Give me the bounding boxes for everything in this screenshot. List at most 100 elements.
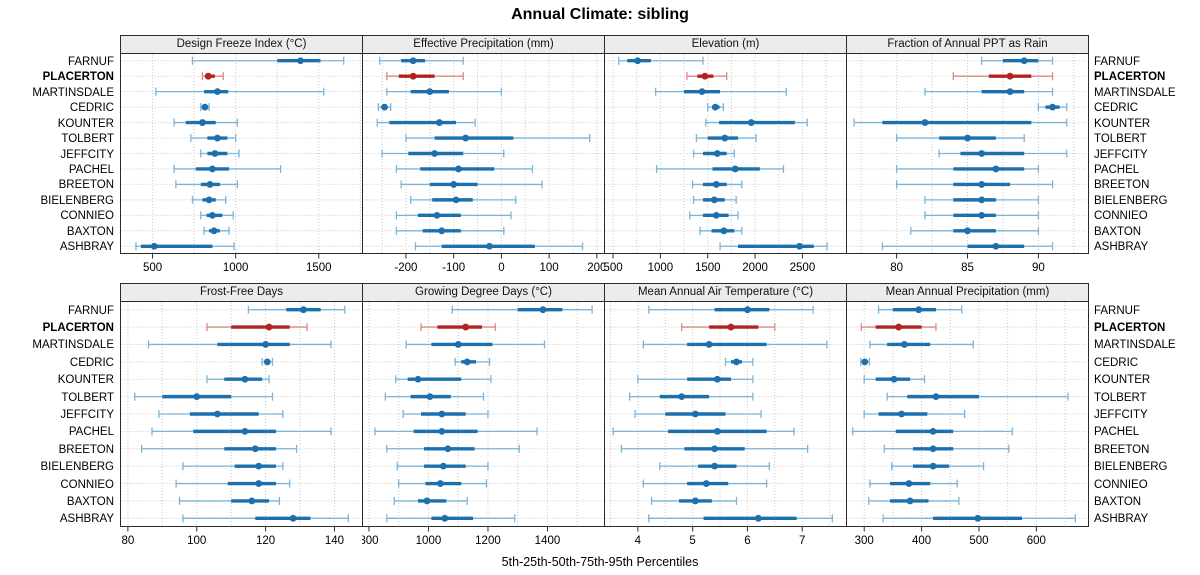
- panel-mean-annual-precipitation: Mean Annual Precipitation (mm) 300 400 500…: [846, 283, 1089, 553]
- station-label-left: CONNIEO: [60, 479, 114, 491]
- station-series-connieo: [642, 479, 768, 488]
- station-label-right: FARNUF: [1094, 305, 1140, 317]
- panel-strip-label: Fraction of Annual PPT as Rain: [887, 38, 1048, 50]
- station-label-left: KOUNTER: [57, 118, 114, 130]
- axis-tick-label: 500: [604, 262, 623, 274]
- chart-title: Annual Climate: sibling: [511, 6, 689, 23]
- station-series-cedric: [1037, 103, 1068, 112]
- station-series-cedric: [377, 103, 392, 112]
- station-series-placerton: [952, 72, 1054, 81]
- station-label-right: PLACERTON: [1094, 322, 1166, 334]
- station-label-right: BREETON: [1094, 179, 1150, 191]
- station-series-placerton: [201, 72, 224, 81]
- station-series-connieo: [398, 479, 488, 488]
- station-series-cedric: [724, 357, 754, 366]
- panel-strip-label: Design Freeze Index (°C): [176, 38, 307, 50]
- station-label-right: TOLBERT: [1094, 133, 1147, 145]
- station-series-jeffcity: [200, 149, 240, 158]
- station-series-baxton: [910, 226, 1040, 235]
- station-label-left: MARTINSDALE: [32, 87, 114, 99]
- station-label-right: MARTINSDALE: [1094, 87, 1176, 99]
- station-label-left: PLACERTON: [42, 71, 114, 83]
- station-label-left: TOLBERT: [61, 392, 114, 404]
- station-series-farnuf: [379, 56, 464, 65]
- station-series-tolbert: [886, 392, 1069, 401]
- station-label-right: CEDRIC: [1094, 102, 1139, 114]
- station-series-breeton: [386, 444, 520, 453]
- axis-tick-label: 500: [143, 262, 162, 274]
- axis-tick-label: 85: [961, 262, 974, 274]
- station-series-pachel: [895, 164, 1040, 173]
- station-series-ashbray: [414, 242, 584, 251]
- panel-plot-growing-degree-days: 800 1000 1200 1400: [362, 301, 605, 547]
- station-series-martinsdale: [924, 87, 1054, 96]
- station-series-bielenberg: [891, 462, 985, 471]
- panel-strip: Frost-Free Days: [120, 283, 363, 302]
- station-series-ashbray: [386, 514, 516, 523]
- station-label-right: PACHEL: [1094, 426, 1140, 438]
- station-series-baxton: [868, 496, 960, 505]
- axis-tick-label: 1500: [695, 262, 721, 274]
- station-series-cedric: [454, 357, 491, 366]
- station-series-connieo: [924, 211, 1040, 220]
- station-series-martinsdale: [147, 340, 332, 349]
- panel-strip: Fraction of Annual PPT as Rain: [846, 35, 1089, 54]
- station-series-baxton: [178, 496, 281, 505]
- axis-tick-label: 200: [587, 262, 605, 274]
- axis-tick-label: 400: [912, 535, 931, 547]
- station-series-jeffcity: [381, 149, 505, 158]
- axis-tick-label: 90: [1032, 262, 1045, 274]
- station-series-cedric: [261, 357, 274, 366]
- station-series-bielenberg: [924, 195, 1040, 204]
- station-label-left: BREETON: [58, 444, 114, 456]
- station-series-martinsdale: [155, 87, 325, 96]
- station-series-breeton: [883, 444, 1010, 453]
- panel-plot-mean-annual-air-temperature: 4 5 6 7: [604, 301, 847, 547]
- station-label-right: CONNIEO: [1094, 479, 1148, 491]
- panel-strip: Effective Precipitation (mm): [362, 35, 605, 54]
- station-series-pachel: [612, 427, 795, 436]
- axis-tick-label: 140: [325, 535, 344, 547]
- station-label-right: PACHEL: [1094, 164, 1140, 176]
- station-series-breeton: [141, 444, 298, 453]
- station-label-right: KOUNTER: [1094, 118, 1151, 130]
- station-series-connieo: [200, 211, 234, 220]
- axis-tick-label: 1000: [648, 262, 674, 274]
- axis-tick-label: 2000: [742, 262, 768, 274]
- station-series-cedric: [200, 103, 210, 112]
- axis-tick-label: 1200: [475, 535, 501, 547]
- station-label-right: BAXTON: [1094, 226, 1142, 238]
- axis-tick-label: 6: [744, 535, 750, 547]
- station-series-placerton: [681, 323, 776, 332]
- station-series-bielenberg: [692, 195, 737, 204]
- station-label-left: BIELENBERG: [40, 461, 115, 473]
- station-label-left: FARNUF: [68, 56, 114, 68]
- station-series-kounter: [173, 118, 238, 127]
- axis-tick-label: 800: [362, 535, 379, 547]
- station-series-tolbert: [895, 134, 1025, 143]
- station-label-left: PACHEL: [68, 164, 114, 176]
- panel-strip: Design Freeze Index (°C): [120, 35, 363, 54]
- station-series-kounter: [206, 375, 270, 384]
- station-series-kounter: [395, 375, 492, 384]
- station-series-tolbert: [134, 392, 274, 401]
- axis-tick-label: 1500: [306, 262, 332, 274]
- panel-plot-design-freeze-index: 500 1000 1500: [120, 53, 363, 274]
- station-series-martinsdale: [655, 87, 787, 96]
- station-series-tolbert: [190, 134, 237, 143]
- axis-caption: 5th-25th-50th-75th-95th Percentiles: [501, 555, 699, 569]
- station-series-ashbray: [648, 514, 833, 523]
- panel-effective-precipitation: Effective Precipitation (mm) -200 -100 0 10…: [362, 35, 605, 280]
- station-series-connieo: [175, 479, 291, 488]
- station-series-farnuf: [451, 305, 593, 314]
- panel-plot-fraction-ppt-rain: 80 85 90: [846, 53, 1089, 274]
- axis-tick-label: 4: [635, 535, 642, 547]
- station-series-bielenberg: [396, 462, 489, 471]
- station-series-breeton: [691, 180, 743, 189]
- station-label-left: CEDRIC: [69, 357, 114, 369]
- station-series-connieo: [869, 479, 958, 488]
- station-label-left: JEFFCITY: [60, 409, 114, 421]
- axis-tick-label: -200: [394, 262, 417, 274]
- axis-tick-label: 500: [969, 535, 988, 547]
